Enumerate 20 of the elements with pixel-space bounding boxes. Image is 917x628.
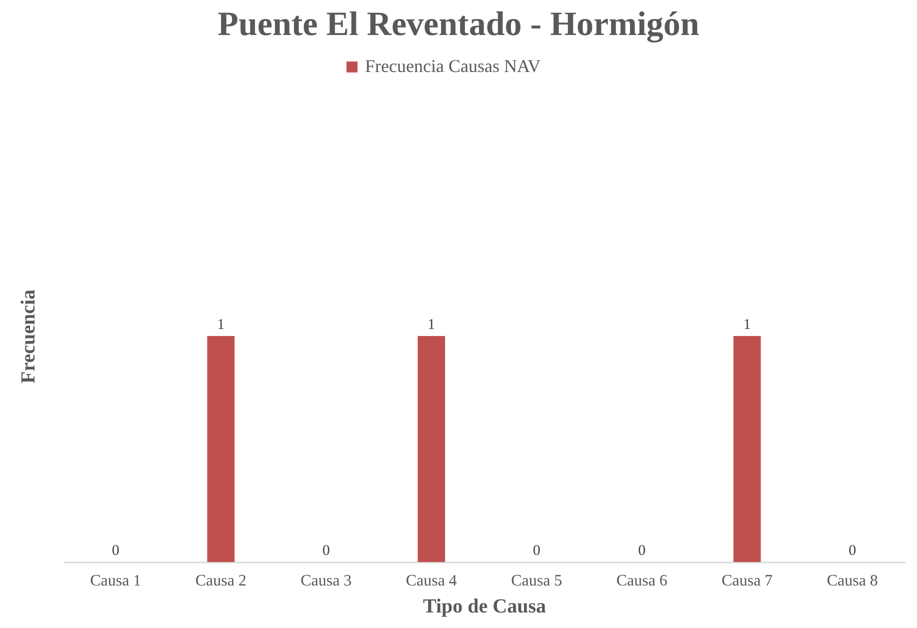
- x-axis-title: Tipo de Causa: [422, 596, 546, 618]
- data-label: 1: [428, 317, 436, 333]
- x-tick-label: Causa 7: [722, 572, 773, 590]
- x-tick-label: Causa 2: [195, 572, 246, 590]
- data-label: 0: [112, 543, 120, 559]
- data-label: 0: [532, 543, 540, 559]
- x-tick-label: Causa 8: [826, 572, 878, 590]
- x-tick-label: Causa 1: [90, 572, 142, 590]
- chart-title: Puente El Reventado - Hormigón: [216, 6, 700, 44]
- x-tick-label: Causa 6: [616, 572, 668, 590]
- x-tick-label: Causa 5: [511, 572, 562, 590]
- data-label: 0: [322, 543, 330, 559]
- data-label: 1: [743, 317, 751, 333]
- x-tick-label: Causa 4: [406, 572, 457, 590]
- y-axis-title: Frecuencia: [18, 289, 40, 384]
- legend-label: Frecuencia Causas NAV: [365, 56, 541, 76]
- data-label: 0: [848, 543, 856, 559]
- x-tick-label: Causa 3: [300, 572, 352, 590]
- data-label: 1: [217, 317, 225, 333]
- data-label: 0: [638, 543, 646, 559]
